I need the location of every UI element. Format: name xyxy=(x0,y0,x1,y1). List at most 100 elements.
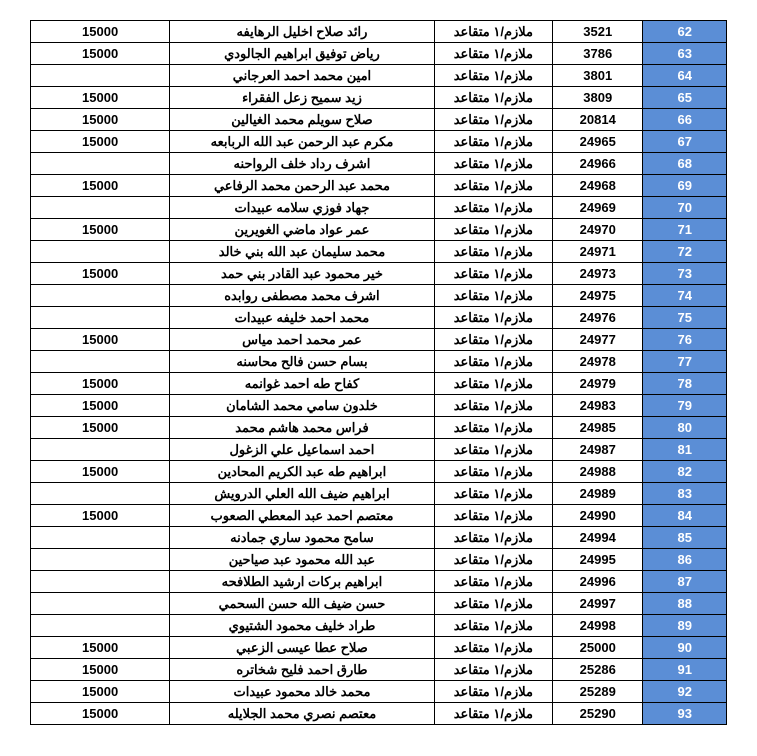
rank-cell: ملازم/١ متقاعد xyxy=(434,197,552,219)
seq-cell: 85 xyxy=(643,527,727,549)
table-row: 8524994ملازم/١ متقاعدسامح محمود ساري جما… xyxy=(31,527,727,549)
id-cell: 3809 xyxy=(553,87,643,109)
seq-cell: 77 xyxy=(643,351,727,373)
rank-cell: ملازم/١ متقاعد xyxy=(434,571,552,593)
name-cell: مكرم عبد الرحمن عبد الله الربابعه xyxy=(170,131,434,153)
amount-cell: 15000 xyxy=(31,109,170,131)
seq-cell: 67 xyxy=(643,131,727,153)
id-cell: 24970 xyxy=(553,219,643,241)
data-table: 623521ملازم/١ متقاعدرائد صلاح اخليل الره… xyxy=(30,20,727,725)
table-row: 7924983ملازم/١ متقاعدخلدون سامي محمد الش… xyxy=(31,395,727,417)
id-cell: 24965 xyxy=(553,131,643,153)
amount-cell xyxy=(31,351,170,373)
amount-cell: 15000 xyxy=(31,703,170,725)
table-row: 7824979ملازم/١ متقاعدكفاح طه احمد غوانمه… xyxy=(31,373,727,395)
table-row: 8624995ملازم/١ متقاعدعبد الله محمود عبد … xyxy=(31,549,727,571)
amount-cell: 15000 xyxy=(31,505,170,527)
name-cell: ابراهيم بركات ارشيد الطلافحه xyxy=(170,571,434,593)
rank-cell: ملازم/١ متقاعد xyxy=(434,109,552,131)
name-cell: اشرف محمد مصطفى روابده xyxy=(170,285,434,307)
seq-cell: 82 xyxy=(643,461,727,483)
rank-cell: ملازم/١ متقاعد xyxy=(434,527,552,549)
rank-cell: ملازم/١ متقاعد xyxy=(434,373,552,395)
table-row: 8724996ملازم/١ متقاعدابراهيم بركات ارشيد… xyxy=(31,571,727,593)
rank-cell: ملازم/١ متقاعد xyxy=(434,549,552,571)
amount-cell xyxy=(31,483,170,505)
rank-cell: ملازم/١ متقاعد xyxy=(434,285,552,307)
name-cell: صلاح عطا عيسى الزعبي xyxy=(170,637,434,659)
name-cell: خلدون سامي محمد الشامان xyxy=(170,395,434,417)
rank-cell: ملازم/١ متقاعد xyxy=(434,395,552,417)
table-row: 7224971ملازم/١ متقاعدمحمد سليمان عبد الل… xyxy=(31,241,727,263)
name-cell: سامح محمود ساري جمادنه xyxy=(170,527,434,549)
name-cell: عبد الله محمود عبد صياحين xyxy=(170,549,434,571)
id-cell: 24973 xyxy=(553,263,643,285)
table-row: 8424990ملازم/١ متقاعدمعتصم احمد عبد المع… xyxy=(31,505,727,527)
name-cell: عمر محمد احمد مياس xyxy=(170,329,434,351)
seq-cell: 76 xyxy=(643,329,727,351)
seq-cell: 73 xyxy=(643,263,727,285)
name-cell: بسام حسن فالح محاسنه xyxy=(170,351,434,373)
id-cell: 24994 xyxy=(553,527,643,549)
name-cell: خير محمود عبد القادر بني حمد xyxy=(170,263,434,285)
table-row: 8224988ملازم/١ متقاعدابراهيم طه عبد الكر… xyxy=(31,461,727,483)
rank-cell: ملازم/١ متقاعد xyxy=(434,241,552,263)
id-cell: 25289 xyxy=(553,681,643,703)
id-cell: 24996 xyxy=(553,571,643,593)
seq-cell: 81 xyxy=(643,439,727,461)
table-row: 6824966ملازم/١ متقاعداشرف رداد خلف الروا… xyxy=(31,153,727,175)
seq-cell: 80 xyxy=(643,417,727,439)
id-cell: 24989 xyxy=(553,483,643,505)
seq-cell: 84 xyxy=(643,505,727,527)
id-cell: 24997 xyxy=(553,593,643,615)
seq-cell: 89 xyxy=(643,615,727,637)
seq-cell: 92 xyxy=(643,681,727,703)
name-cell: جهاد فوزي سلامه عبيدات xyxy=(170,197,434,219)
id-cell: 3786 xyxy=(553,43,643,65)
seq-cell: 71 xyxy=(643,219,727,241)
rank-cell: ملازم/١ متقاعد xyxy=(434,439,552,461)
rank-cell: ملازم/١ متقاعد xyxy=(434,65,552,87)
seq-cell: 63 xyxy=(643,43,727,65)
id-cell: 24971 xyxy=(553,241,643,263)
amount-cell: 15000 xyxy=(31,131,170,153)
table-row: 9025000ملازم/١ متقاعدصلاح عطا عيسى الزعب… xyxy=(31,637,727,659)
id-cell: 24977 xyxy=(553,329,643,351)
rank-cell: ملازم/١ متقاعد xyxy=(434,417,552,439)
amount-cell xyxy=(31,615,170,637)
seq-cell: 86 xyxy=(643,549,727,571)
seq-cell: 64 xyxy=(643,65,727,87)
table-row: 8324989ملازم/١ متقاعدابراهيم ضيف الله ال… xyxy=(31,483,727,505)
rank-cell: ملازم/١ متقاعد xyxy=(434,461,552,483)
id-cell: 25000 xyxy=(553,637,643,659)
seq-cell: 79 xyxy=(643,395,727,417)
amount-cell xyxy=(31,285,170,307)
table-row: 9125286ملازم/١ متقاعدطارق احمد فليح شخات… xyxy=(31,659,727,681)
seq-cell: 62 xyxy=(643,21,727,43)
id-cell: 24998 xyxy=(553,615,643,637)
amount-cell: 15000 xyxy=(31,263,170,285)
amount-cell: 15000 xyxy=(31,219,170,241)
id-cell: 24985 xyxy=(553,417,643,439)
table-row: 6924968ملازم/١ متقاعدمحمد عبد الرحمن محم… xyxy=(31,175,727,197)
amount-cell xyxy=(31,307,170,329)
table-row: 8024985ملازم/١ متقاعدفراس محمد هاشم محمد… xyxy=(31,417,727,439)
id-cell: 24978 xyxy=(553,351,643,373)
rank-cell: ملازم/١ متقاعد xyxy=(434,659,552,681)
rank-cell: ملازم/١ متقاعد xyxy=(434,593,552,615)
table-row: 9225289ملازم/١ متقاعدمحمد خالد محمود عبي… xyxy=(31,681,727,703)
id-cell: 25286 xyxy=(553,659,643,681)
rank-cell: ملازم/١ متقاعد xyxy=(434,307,552,329)
id-cell: 24975 xyxy=(553,285,643,307)
seq-cell: 91 xyxy=(643,659,727,681)
rank-cell: ملازم/١ متقاعد xyxy=(434,153,552,175)
name-cell: طارق احمد فليح شخاتره xyxy=(170,659,434,681)
rank-cell: ملازم/١ متقاعد xyxy=(434,263,552,285)
amount-cell: 15000 xyxy=(31,43,170,65)
id-cell: 24976 xyxy=(553,307,643,329)
table-row: 8824997ملازم/١ متقاعدحسن ضيف الله حسن ال… xyxy=(31,593,727,615)
table-row: 8924998ملازم/١ متقاعدطراد خليف محمود الش… xyxy=(31,615,727,637)
name-cell: محمد احمد خليفه عبيدات xyxy=(170,307,434,329)
rank-cell: ملازم/١ متقاعد xyxy=(434,505,552,527)
name-cell: احمد اسماعيل علي الزغول xyxy=(170,439,434,461)
